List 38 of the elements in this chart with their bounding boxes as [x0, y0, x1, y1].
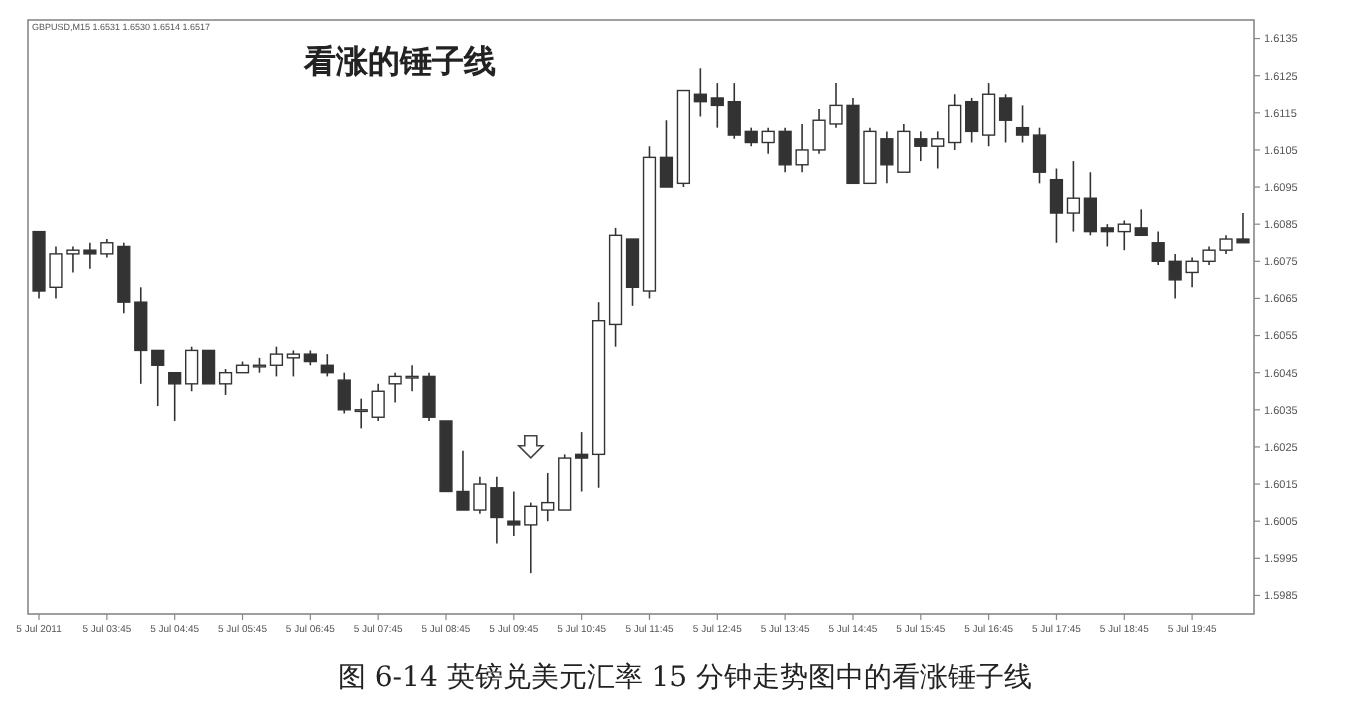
candlestick	[507, 490, 521, 537]
candlestick	[320, 353, 334, 378]
caption: 图 6-14 英镑兑美元汇率 15 分钟走势图中的看涨锤子线	[337, 662, 1033, 694]
candlestick	[1117, 219, 1131, 251]
candlestick	[1049, 167, 1064, 244]
candlestick	[931, 130, 945, 170]
candlestick	[201, 349, 216, 385]
candlestick	[185, 345, 199, 393]
candlestick	[659, 119, 674, 188]
candlestick	[1083, 171, 1097, 237]
candlestick	[1100, 223, 1114, 248]
candlestick	[914, 130, 928, 162]
candlestick	[693, 67, 707, 118]
candlestick	[1134, 208, 1148, 237]
text: 看涨的锤子线	[302, 42, 496, 80]
candlestick	[761, 126, 775, 155]
candlestick	[371, 383, 385, 422]
candlestick	[151, 349, 165, 407]
candlestick	[981, 82, 996, 148]
candlestick	[168, 371, 182, 422]
candlestick	[524, 501, 538, 574]
candlestick	[744, 126, 758, 148]
candlestick	[269, 345, 284, 378]
candlestick	[948, 93, 962, 151]
candlestick	[541, 472, 555, 522]
candlestick	[286, 349, 301, 378]
candlestick	[710, 82, 724, 129]
candlestick	[1032, 126, 1047, 185]
candlestick	[1151, 230, 1165, 266]
candlestick	[1015, 104, 1030, 144]
candlestick	[354, 397, 368, 430]
candlestick	[337, 371, 351, 415]
candlestick	[998, 93, 1013, 144]
candlestick	[727, 82, 741, 140]
candlestick	[1066, 160, 1081, 233]
candlestick	[575, 431, 589, 493]
candlestick	[965, 97, 979, 144]
candlestick	[218, 368, 233, 396]
